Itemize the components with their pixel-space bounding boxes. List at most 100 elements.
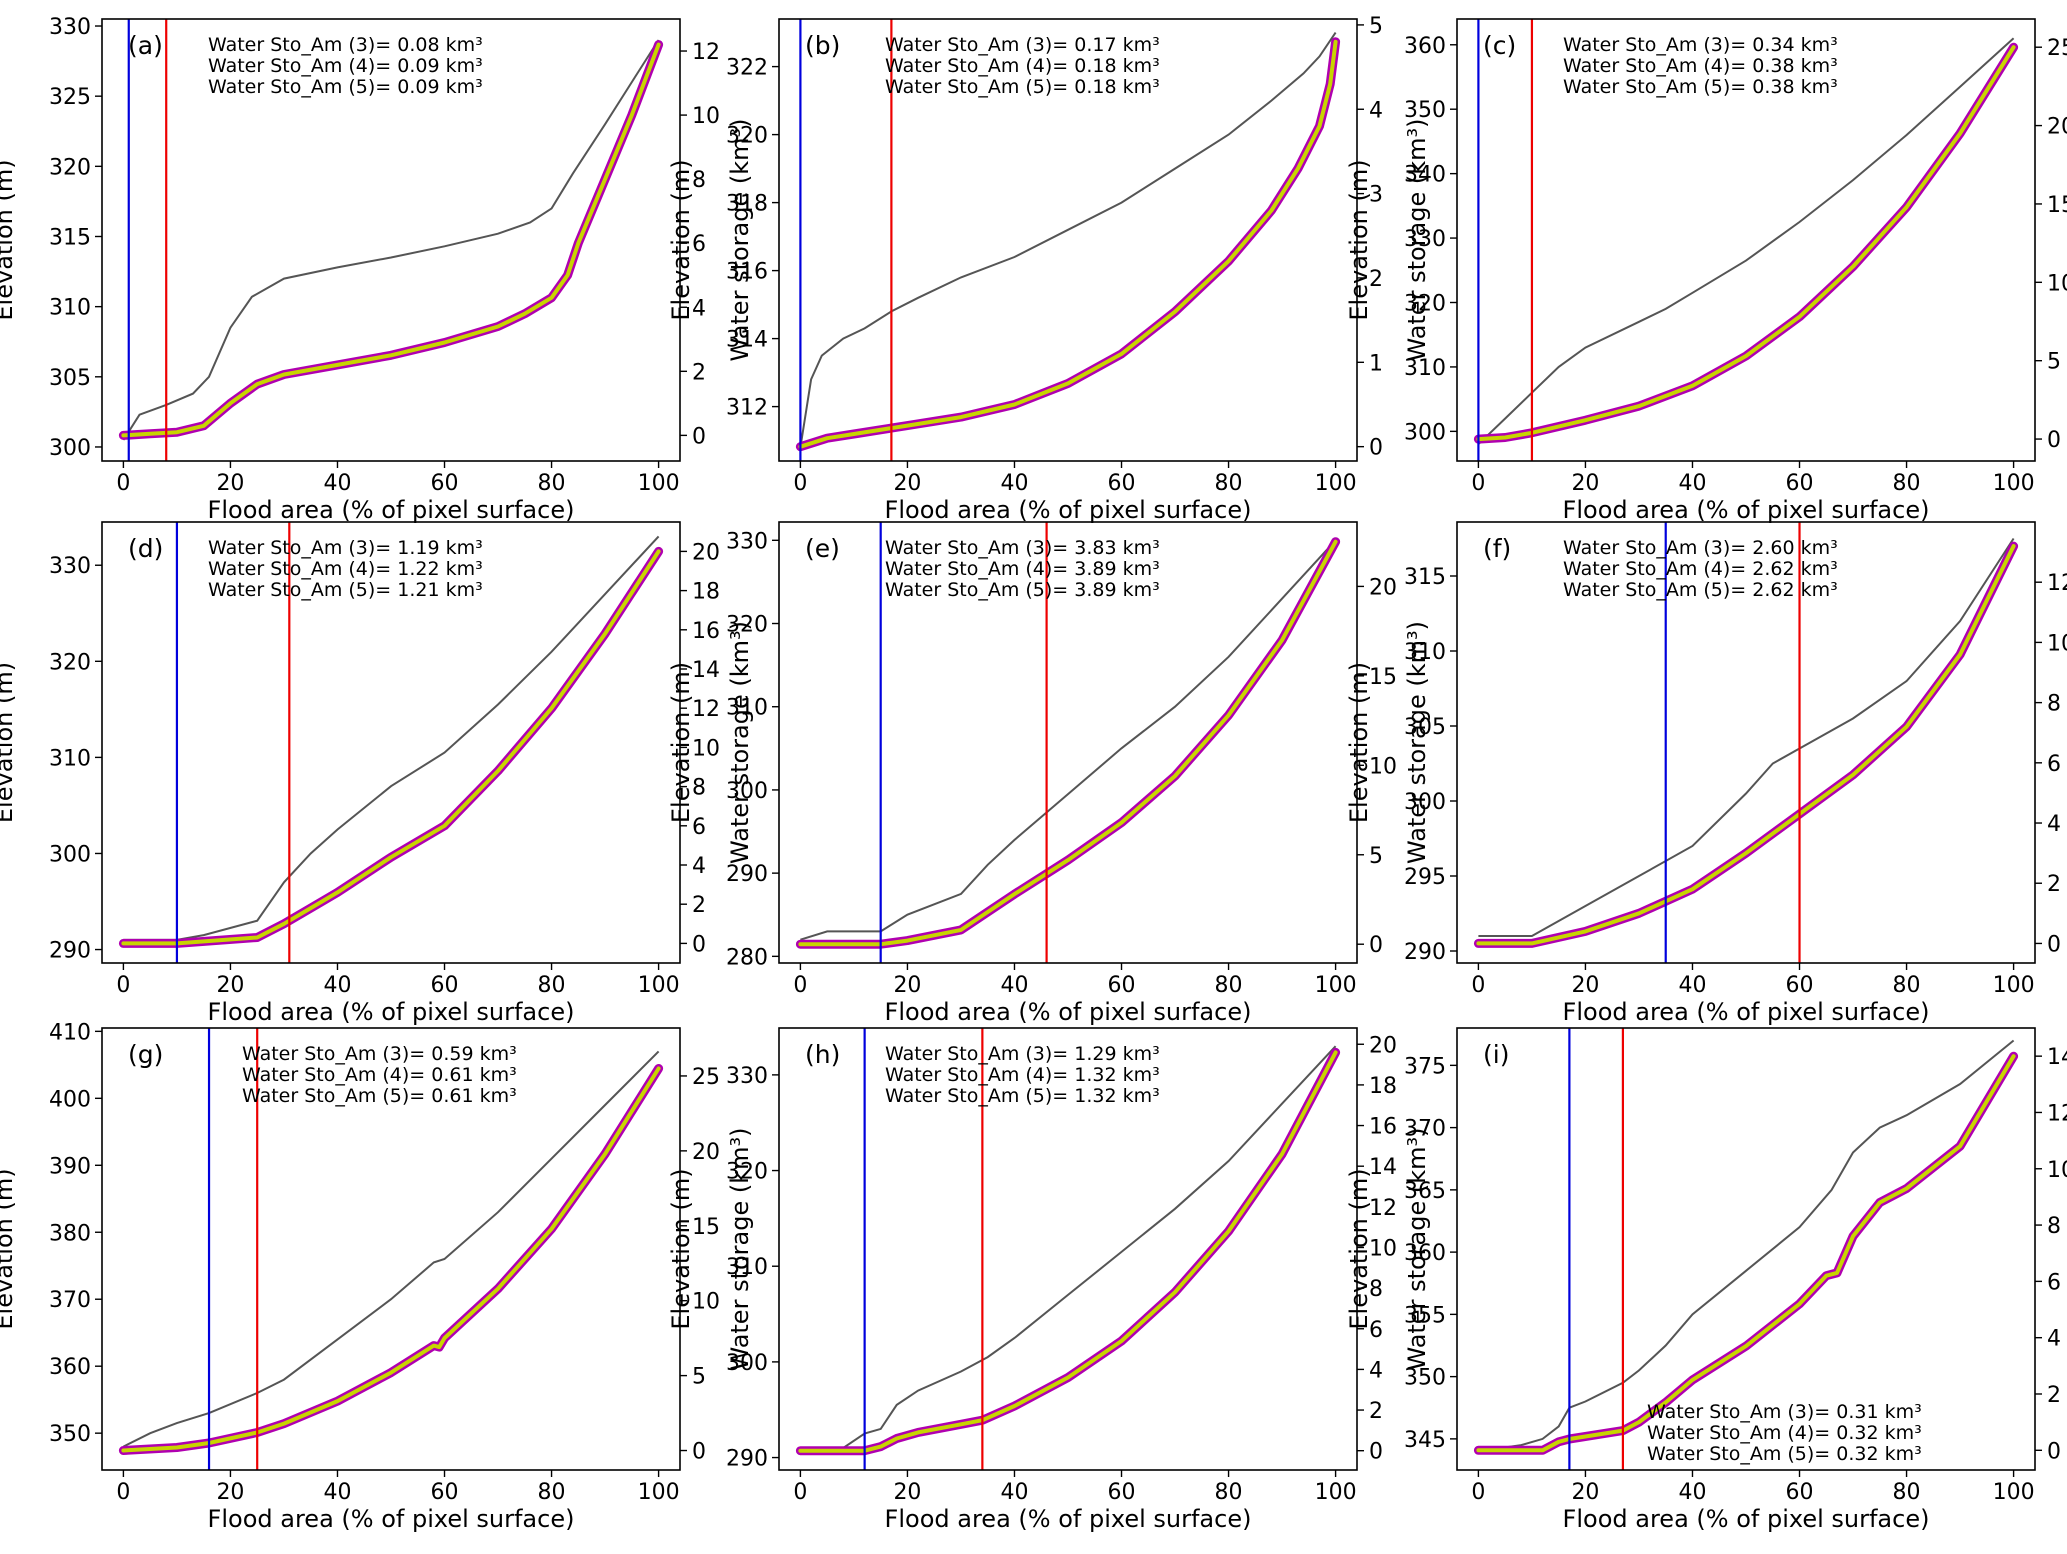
y-right-tick-label-i: 14 (2047, 1045, 2067, 1070)
y-right-axis-label-d: Water storage (km³) (726, 621, 754, 864)
x-tick-label-d: 100 (638, 973, 680, 998)
y-left-tick-label-h: 300 (726, 1351, 768, 1376)
x-tick-label-b: 80 (1215, 471, 1243, 496)
storage-annotation-c: Water Sto_Am (5)= 0.38 km³ (1563, 76, 1838, 98)
y-right-tick-label-i: 6 (2047, 1270, 2061, 1295)
x-tick-label-c: 80 (1893, 471, 1921, 496)
y-left-tick-label-e: 280 (726, 945, 768, 970)
x-axis-label-g: Flood area (% of pixel surface) (208, 1505, 575, 1533)
y-right-tick-label-h: 8 (1369, 1277, 1383, 1302)
y-right-tick-label-h: 16 (1369, 1115, 1397, 1140)
y-right-tick-label-e: 15 (1369, 665, 1397, 690)
x-tick-label-c: 20 (1571, 471, 1599, 496)
storage-annotation-g: Water Sto_Am (5)= 0.61 km³ (242, 1085, 517, 1107)
y-left-tick-label-h: 320 (726, 1160, 768, 1185)
y-left-tick-label-f: 310 (1404, 640, 1446, 665)
y-right-tick-label-d: 14 (692, 658, 720, 683)
y-right-tick-label-d: 0 (692, 932, 706, 957)
x-tick-label-g: 20 (216, 1480, 244, 1505)
storage-curve-b (798, 39, 1338, 449)
x-tick-label-g: 40 (323, 1480, 351, 1505)
y-left-tick-label-d: 330 (49, 554, 91, 579)
y-right-axis-label-a: Water storage (km³) (726, 119, 754, 362)
storage-annotation-d: Water Sto_Am (4)= 1.22 km³ (208, 558, 483, 580)
y-right-tick-label-a: 6 (692, 232, 706, 257)
storage-curve-outline-c (1473, 42, 2019, 444)
y-right-tick-label-e: 5 (1369, 844, 1383, 869)
y-right-tick-label-d: 6 (692, 815, 706, 840)
x-tick-label-h: 40 (1000, 1480, 1028, 1505)
y-right-tick-label-d: 8 (692, 776, 706, 801)
y-left-axis-label-d: Elevation (m) (0, 662, 18, 823)
x-tick-label-e: 0 (793, 973, 807, 998)
y-left-tick-label-a: 305 (49, 366, 91, 391)
storage-annotation-d: Water Sto_Am (3)= 1.19 km³ (208, 537, 483, 559)
storage-curve-g (121, 1066, 661, 1453)
y-left-tick-label-h: 290 (726, 1447, 768, 1472)
x-tick-label-a: 0 (116, 471, 130, 496)
y-left-tick-label-b: 320 (726, 124, 768, 149)
plot-frame-c (1456, 18, 2036, 462)
elevation-curve-c (1477, 37, 2015, 445)
y-left-tick-label-c: 340 (1404, 163, 1446, 188)
storage-annotation-a: Water Sto_Am (3)= 0.08 km³ (208, 34, 483, 56)
y-right-tick-label-a: 2 (692, 360, 706, 385)
y-left-tick-label-c: 350 (1404, 98, 1446, 123)
storage-annotation-h: Water Sto_Am (3)= 1.29 km³ (885, 1043, 1160, 1065)
storage-annotation-e: Water Sto_Am (3)= 3.83 km³ (885, 537, 1160, 559)
panel-d: 0 20 40 60 80 100 290 300 310 320 330 0 2 4 6 8 10 12 14 16… (0, 521, 754, 1026)
y-right-tick-label-g: 0 (692, 1440, 706, 1465)
y-right-tick-label-c: 25 (2047, 36, 2067, 61)
y-right-tick-label-d: 20 (692, 540, 720, 565)
y-right-axis-label-b: Water storage (km³) (1403, 119, 1431, 362)
x-tick-label-h: 60 (1108, 1480, 1136, 1505)
storage-annotation-e: Water Sto_Am (4)= 3.89 km³ (885, 558, 1160, 580)
y-left-axis-label-c: Elevation (m) (1345, 159, 1373, 320)
storage-annotation-b: Water Sto_Am (3)= 0.17 km³ (885, 34, 1160, 56)
panel-f: 020406080100290295300305310315024681012F… (1345, 521, 2067, 1026)
y-left-tick-label-a: 300 (49, 436, 91, 461)
y-left-tick-label-b: 316 (726, 260, 768, 285)
storage-curve-outline-h (795, 1047, 1341, 1456)
plot-frame-i (1456, 1027, 2036, 1471)
panel-a: 0 20 40 60 80 100 300 305 310 315 320 325 330 0 2 4 6 8 10… (0, 15, 754, 524)
y-right-tick-label-f: 12 (2047, 571, 2067, 596)
x-tick-label-d: 20 (216, 973, 244, 998)
x-tick-label-b: 100 (1315, 471, 1357, 496)
x-tick-label-f: 0 (1471, 973, 1485, 998)
y-left-tick-label-i: 345 (1404, 1428, 1446, 1453)
y-left-tick-label-g: 400 (49, 1087, 91, 1112)
y-right-tick-label-i: 10 (2047, 1158, 2067, 1183)
y-right-tick-label-c: 15 (2047, 193, 2067, 218)
x-tick-label-f: 60 (1786, 973, 1814, 998)
y-left-axis-label-a: Elevation (m) (0, 159, 18, 320)
x-tick-label-b: 60 (1108, 471, 1136, 496)
y-right-axis-label-e: Water storage (km³) (1403, 621, 1431, 864)
y-right-tick-label-a: 0 (692, 424, 706, 449)
y-left-tick-label-f: 305 (1404, 715, 1446, 740)
storage-curve-outline-b (795, 37, 1341, 452)
x-tick-label-e: 100 (1315, 973, 1357, 998)
y-left-tick-label-g: 390 (49, 1154, 91, 1179)
y-right-tick-label-b: 1 (1369, 351, 1383, 376)
panel-label-i: (i) (1483, 1040, 1509, 1069)
y-left-tick-label-h: 330 (726, 1064, 768, 1089)
y-left-tick-label-e: 320 (726, 613, 768, 638)
storage-annotation-h: Water Sto_Am (4)= 1.32 km³ (885, 1064, 1160, 1086)
x-tick-label-f: 100 (1993, 973, 2035, 998)
y-right-tick-label-f: 2 (2047, 872, 2061, 897)
storage-annotation-f: Water Sto_Am (5)= 2.62 km³ (1563, 579, 1838, 601)
y-left-tick-label-b: 322 (726, 56, 768, 81)
y-right-tick-label-h: 4 (1369, 1358, 1383, 1383)
x-axis-label-h: Flood area (% of pixel surface) (885, 1505, 1252, 1533)
x-tick-label-g: 80 (538, 1480, 566, 1505)
x-tick-label-f: 80 (1893, 973, 1921, 998)
plot-frame-h (778, 1027, 1358, 1471)
y-right-tick-label-b: 0 (1369, 436, 1383, 461)
y-right-tick-label-i: 0 (2047, 1439, 2061, 1464)
y-left-tick-label-i: 375 (1404, 1054, 1446, 1079)
y-right-tick-label-d: 18 (692, 580, 720, 605)
y-left-tick-label-i: 370 (1404, 1117, 1446, 1142)
y-left-tick-label-f: 290 (1404, 940, 1446, 965)
